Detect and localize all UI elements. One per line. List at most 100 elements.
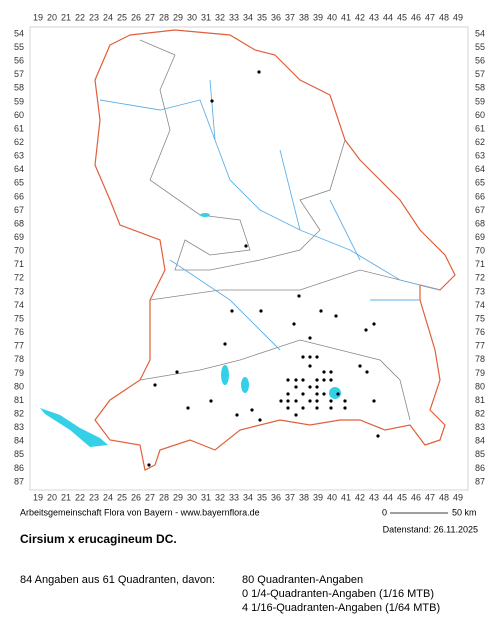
row-label: 65	[475, 178, 485, 188]
row-label: 71	[475, 259, 485, 269]
column-label: 46	[411, 12, 421, 22]
occurrence-dots	[147, 70, 380, 467]
dot	[301, 355, 305, 359]
column-label: 27	[145, 12, 155, 22]
row-label: 64	[14, 164, 24, 174]
dot	[186, 406, 190, 410]
column-label: 38	[299, 12, 309, 22]
dot	[147, 463, 151, 467]
column-label: 47	[425, 492, 435, 502]
column-label: 41	[341, 12, 351, 22]
dot	[308, 355, 312, 359]
dot	[297, 294, 301, 298]
column-label: 32	[215, 12, 225, 22]
column-label: 22	[75, 492, 85, 502]
row-label: 70	[475, 246, 485, 256]
column-label: 21	[61, 12, 71, 22]
dot	[336, 392, 340, 396]
column-label: 46	[411, 492, 421, 502]
row-label: 64	[475, 164, 485, 174]
column-label: 30	[187, 12, 197, 22]
column-label: 40	[327, 492, 337, 502]
column-label: 40	[327, 12, 337, 22]
dot	[308, 364, 312, 368]
row-label: 81	[475, 395, 485, 405]
column-label: 43	[369, 492, 379, 502]
column-label: 23	[89, 12, 99, 22]
column-label: 36	[271, 492, 281, 502]
row-label: 85	[14, 449, 24, 459]
rivers	[99, 79, 441, 351]
row-label: 66	[14, 191, 24, 201]
row-label: 86	[475, 463, 485, 473]
dot	[279, 399, 283, 403]
dot	[376, 434, 380, 438]
dot	[286, 378, 290, 382]
dot	[286, 392, 290, 396]
dot	[301, 406, 305, 410]
row-label: 85	[475, 449, 485, 459]
dot	[230, 309, 234, 313]
dot	[209, 399, 213, 403]
dot	[334, 314, 338, 318]
dot	[308, 385, 312, 389]
column-label: 26	[131, 492, 141, 502]
dot	[153, 383, 157, 387]
row-label: 81	[14, 395, 24, 405]
column-label: 25	[117, 492, 127, 502]
row-label: 87	[475, 476, 485, 486]
column-label: 24	[103, 12, 113, 22]
column-label: 44	[383, 492, 393, 502]
row-label: 75	[14, 313, 24, 323]
dot	[315, 385, 319, 389]
dot	[329, 370, 333, 374]
column-label: 45	[397, 12, 407, 22]
column-label: 37	[285, 492, 295, 502]
dot	[244, 244, 248, 248]
dot	[315, 392, 319, 396]
row-label: 76	[14, 327, 24, 337]
lakes	[40, 213, 341, 447]
row-label: 84	[475, 436, 485, 446]
dot	[364, 328, 368, 332]
credit: Arbeitsgemeinschaft Flora von Bayern - w…	[20, 507, 260, 517]
column-label: 37	[285, 12, 295, 22]
column-label: 49	[453, 492, 463, 502]
row-label: 58	[475, 83, 485, 93]
row-label: 80	[475, 381, 485, 391]
row-label: 65	[14, 178, 24, 188]
scale-start: 0	[382, 507, 387, 517]
detail: 4 1/16-Quadranten-Angaben (1/64 MTB)	[242, 602, 440, 614]
column-label: 29	[173, 12, 183, 22]
column-label: 42	[355, 12, 365, 22]
column-label: 24	[103, 492, 113, 502]
row-label: 59	[14, 96, 24, 106]
column-label: 20	[47, 12, 57, 22]
row-label: 87	[14, 476, 24, 486]
dot	[372, 399, 376, 403]
dot	[294, 378, 298, 382]
detail: 80 Quadranten-Angaben	[242, 574, 363, 586]
dot	[210, 99, 214, 103]
dot	[372, 322, 376, 326]
row-label: 54	[14, 28, 24, 38]
dot	[292, 322, 296, 326]
dot	[343, 406, 347, 410]
dot	[329, 406, 333, 410]
row-label: 82	[14, 408, 24, 418]
row-label: 67	[475, 205, 485, 215]
row-label: 80	[14, 381, 24, 391]
dot	[294, 385, 298, 389]
dot	[343, 399, 347, 403]
dot	[365, 370, 369, 374]
row-label: 61	[14, 123, 24, 133]
row-label: 77	[475, 341, 485, 351]
row-label: 86	[14, 463, 24, 473]
dot	[322, 378, 326, 382]
column-label: 38	[299, 492, 309, 502]
column-label: 23	[89, 492, 99, 502]
row-label: 79	[14, 368, 24, 378]
row-label: 74	[14, 300, 24, 310]
row-label: 82	[475, 408, 485, 418]
column-label: 41	[341, 492, 351, 502]
